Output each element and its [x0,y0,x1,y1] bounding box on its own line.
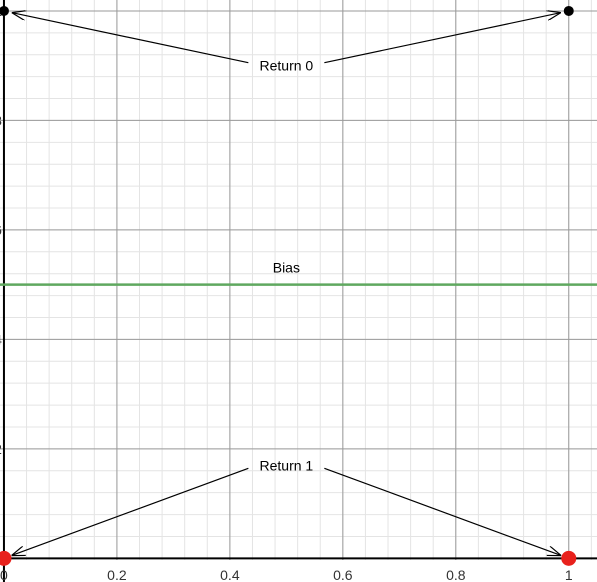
x-tick-label: 0 [0,567,8,582]
bias-label: Bias [273,260,300,276]
y-tick-label: 0.4 [0,331,2,347]
x-tick-label: 0.2 [107,567,127,582]
x-tick-label: 0.8 [446,567,466,582]
tick-labels: 0 0.2 0.4 0.6 0.8 1 0.2 0.4 0.6 0.8 1 [0,3,573,582]
annotation-return-0-arrow [324,13,560,64]
x-tick-label: 1 [565,567,573,582]
data-points [0,5,577,566]
annotation-return-0-label: Return 0 [260,58,314,74]
red-point-0 [0,550,12,566]
red-point-1 [561,550,577,566]
reference-lines: Bias [0,260,597,286]
major-grid [0,0,597,560]
y-tick-label: 1 [0,3,2,19]
annotation-return-1-arrow [324,467,560,555]
annotation-return-1-label: Return 1 [260,457,314,473]
minor-grid [0,0,597,560]
annotation-return-1-arrow [12,467,249,555]
black-point-1 [563,5,574,16]
annotation-return-0-arrow [13,13,249,64]
y-tick-label: 0.2 [0,441,2,457]
black-point-0 [0,5,9,16]
x-tick-label: 0.4 [220,567,240,582]
y-tick-label: 0.6 [0,222,2,238]
x-tick-label: 0.6 [333,567,353,582]
annotations: Return 0 Return 1 [12,13,560,555]
y-tick-label: 0.8 [0,112,2,128]
